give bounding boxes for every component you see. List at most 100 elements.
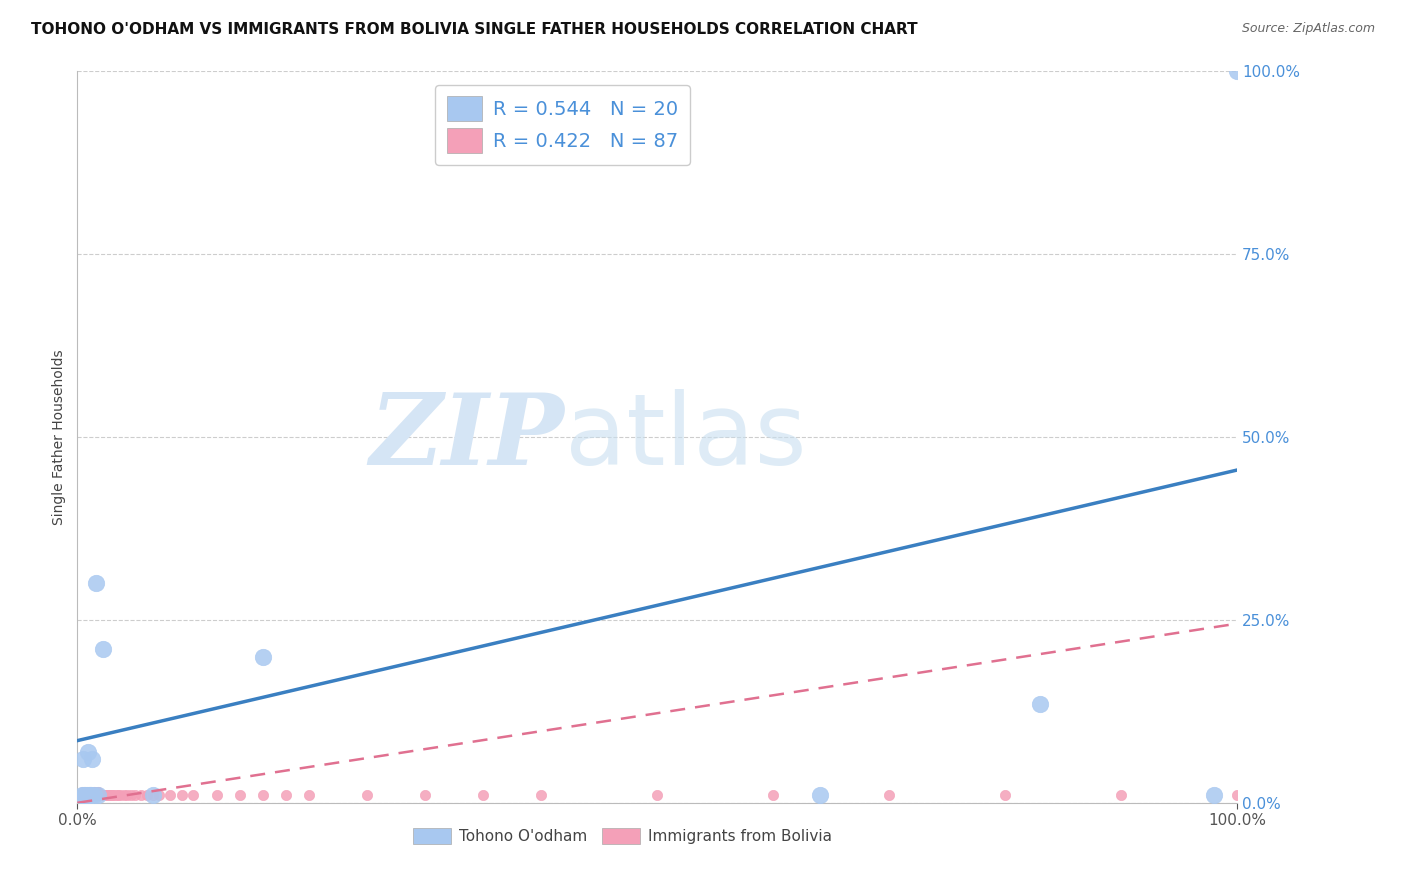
Point [107, 789, 129, 803]
Point [76, 789, 98, 803]
Point [91, 789, 114, 803]
Point [1202, 789, 1225, 803]
Point [70, 789, 93, 803]
Point [75, 789, 97, 803]
Legend: Tohono O'odham, Immigrants from Bolivia: Tohono O'odham, Immigrants from Bolivia [406, 822, 838, 850]
Point [94, 789, 117, 803]
Point [90, 789, 111, 803]
Text: TOHONO O'ODHAM VS IMMIGRANTS FROM BOLIVIA SINGLE FATHER HOUSEHOLDS CORRELATION C: TOHONO O'ODHAM VS IMMIGRANTS FROM BOLIVI… [31, 22, 918, 37]
Point [80, 785, 103, 799]
Point [77, 789, 100, 803]
Point [76, 789, 98, 803]
Point [298, 789, 321, 803]
Point [96, 789, 118, 803]
Point [82, 789, 104, 803]
Point [170, 789, 193, 803]
Point [86, 789, 108, 803]
Point [103, 789, 125, 803]
Point [148, 789, 170, 803]
Point [75, 789, 97, 803]
Point [205, 789, 228, 803]
Point [124, 789, 146, 803]
Point [83, 789, 105, 803]
Point [80, 789, 103, 803]
Point [83, 789, 105, 803]
Point [129, 789, 152, 803]
Point [72, 789, 94, 803]
Point [79, 789, 101, 803]
Point [1111, 789, 1133, 803]
Point [82, 752, 104, 766]
Point [72, 752, 94, 766]
Point [112, 789, 135, 803]
Point [356, 789, 378, 803]
Point [75, 789, 97, 803]
Point [80, 789, 103, 803]
Point [86, 785, 108, 799]
Point [76, 789, 98, 803]
Point [76, 789, 98, 803]
Point [84, 576, 107, 591]
Point [90, 789, 112, 803]
Point [89, 789, 111, 803]
Point [76, 789, 98, 803]
Point [808, 789, 831, 803]
Point [1029, 697, 1052, 711]
Point [84, 789, 107, 803]
Point [75, 789, 97, 803]
Point [142, 789, 165, 803]
Point [73, 789, 96, 803]
Point [76, 745, 98, 759]
Point [76, 789, 98, 803]
Point [877, 789, 901, 803]
Point [252, 789, 274, 803]
Point [83, 785, 105, 799]
Point [647, 789, 669, 803]
Point [82, 785, 104, 799]
Point [73, 789, 96, 803]
Point [83, 789, 105, 803]
Point [87, 789, 110, 803]
Point [97, 789, 120, 803]
Point [76, 785, 98, 799]
Point [84, 785, 107, 799]
Point [72, 785, 94, 799]
Text: Source: ZipAtlas.com: Source: ZipAtlas.com [1241, 22, 1375, 36]
Point [93, 789, 115, 803]
Point [183, 789, 205, 803]
Point [83, 785, 105, 799]
Point [77, 789, 100, 803]
Point [274, 789, 298, 803]
Point [1226, 789, 1249, 803]
Point [72, 789, 94, 803]
Y-axis label: Single Father Households: Single Father Households [52, 350, 66, 524]
Text: atlas: atlas [565, 389, 806, 485]
Point [77, 789, 100, 803]
Point [762, 789, 785, 803]
Point [69, 789, 91, 803]
Point [77, 789, 100, 803]
Point [159, 789, 181, 803]
Point [101, 789, 124, 803]
Point [76, 785, 98, 799]
Point [73, 789, 96, 803]
Point [96, 789, 118, 803]
Point [75, 785, 97, 799]
Point [70, 789, 93, 803]
Point [79, 785, 101, 799]
Text: ZIP: ZIP [370, 389, 565, 485]
Point [69, 789, 91, 803]
Point [73, 785, 96, 799]
Point [252, 649, 274, 664]
Point [472, 789, 495, 803]
Point [82, 789, 104, 803]
Point [135, 789, 157, 803]
Point [80, 789, 103, 803]
Point [87, 789, 110, 803]
Point [70, 789, 93, 803]
Point [69, 789, 91, 803]
Point [79, 789, 101, 803]
Point [115, 789, 138, 803]
Point [110, 789, 132, 803]
Point [77, 785, 100, 799]
